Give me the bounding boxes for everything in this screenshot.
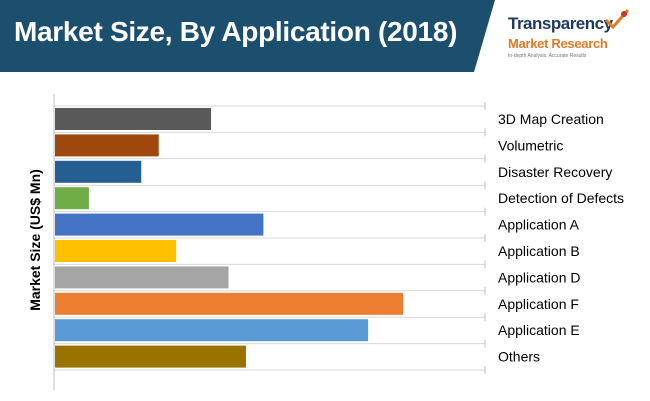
category-label: Application E	[498, 322, 580, 338]
logo-word-market-research: Market Research	[508, 36, 608, 51]
category-labels: 3D Map Creation Volumetric Disaster Recove…	[498, 111, 624, 365]
y-axis-label: Market Size (US$ Mn)	[27, 169, 43, 311]
company-logo: Transparency Market Research In-depth An…	[508, 9, 648, 66]
bar-application-d	[55, 266, 229, 289]
logo-word-transparency: Transparency	[508, 14, 613, 33]
check-swoosh-icon	[604, 9, 630, 30]
bar-application-b	[55, 240, 177, 262]
category-label: Others	[498, 349, 540, 365]
category-label: Application A	[498, 217, 580, 233]
gridlines	[54, 102, 486, 374]
banner-shape	[0, 0, 495, 72]
bar-detection-of-defects	[55, 187, 89, 210]
title-banner	[0, 0, 495, 72]
page-title: Market Size, By Application (2018)	[14, 16, 458, 47]
bar-3d-map-creation	[55, 108, 212, 130]
category-label: Application D	[498, 269, 581, 285]
bar-chart: 3D Map Creation Volumetric Disaster Recove…	[27, 94, 624, 390]
category-label: Application F	[498, 296, 579, 312]
bar-application-f	[55, 292, 403, 315]
category-label: Volumetric	[498, 137, 563, 153]
bar-application-a	[55, 213, 264, 236]
category-label: Detection of Defects	[498, 190, 624, 206]
category-label: 3D Map Creation	[498, 111, 604, 127]
category-label: Application B	[498, 243, 580, 259]
bar-application-e	[55, 319, 369, 342]
category-label: Disaster Recovery	[498, 164, 612, 180]
bars	[55, 108, 403, 368]
bar-others	[55, 345, 246, 368]
bar-volumetric	[55, 134, 159, 157]
bar-disaster-recovery	[55, 160, 142, 183]
logo-tagline: In-depth Analysis. Accurate Results	[508, 53, 587, 59]
